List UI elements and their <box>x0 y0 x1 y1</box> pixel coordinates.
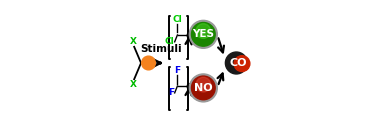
Circle shape <box>196 24 211 38</box>
Circle shape <box>234 56 250 72</box>
Text: F: F <box>168 88 174 97</box>
Text: NO: NO <box>194 83 213 93</box>
Text: CO: CO <box>229 58 247 68</box>
Circle shape <box>225 52 247 74</box>
Text: Cl: Cl <box>164 37 174 46</box>
Circle shape <box>192 76 215 100</box>
Text: Stimuli: Stimuli <box>141 44 182 54</box>
Circle shape <box>142 56 155 70</box>
Text: X: X <box>129 80 136 89</box>
Text: YES: YES <box>192 29 214 39</box>
Circle shape <box>189 74 217 102</box>
Text: OH: OH <box>186 83 199 92</box>
Text: X: X <box>129 37 136 46</box>
Text: F: F <box>174 66 180 75</box>
Text: Cl: Cl <box>172 15 182 24</box>
Circle shape <box>192 23 215 46</box>
Circle shape <box>189 20 217 48</box>
Circle shape <box>196 77 211 92</box>
Text: OH: OH <box>186 32 199 41</box>
